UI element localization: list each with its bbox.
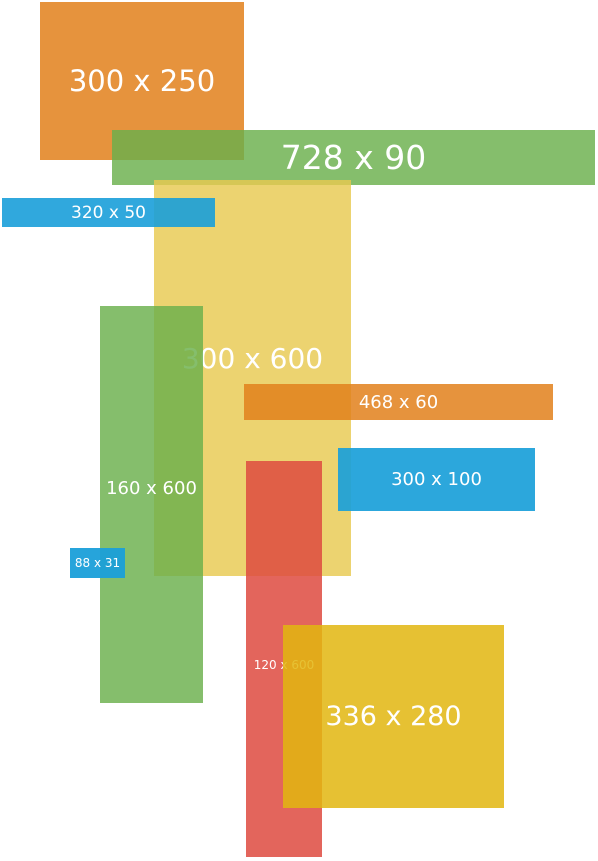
ad-label: 300 x 100 (391, 469, 482, 490)
ad-block-336x280: 336 x 280 (283, 625, 504, 808)
ad-block-88x31: 88 x 31 (70, 548, 125, 578)
ad-label: 336 x 280 (325, 701, 462, 732)
ad-label: 320 x 50 (71, 202, 146, 223)
ad-label: 728 x 90 (280, 138, 427, 177)
ad-block-468x60: 468 x 60 (244, 384, 553, 420)
ad-block-320x50: 320 x 50 (2, 198, 215, 227)
ad-label: 88 x 31 (74, 556, 121, 570)
ad-block-728x90: 728 x 90 (112, 130, 595, 185)
ad-block-300x100: 300 x 100 (338, 448, 535, 511)
ad-label: 300 x 600 (181, 342, 324, 375)
ad-label: 468 x 60 (358, 391, 439, 413)
ad-label: 300 x 250 (68, 64, 216, 98)
ad-label: 160 x 600 (106, 478, 197, 499)
ad-block-160x600: 160 x 600 (100, 306, 203, 703)
